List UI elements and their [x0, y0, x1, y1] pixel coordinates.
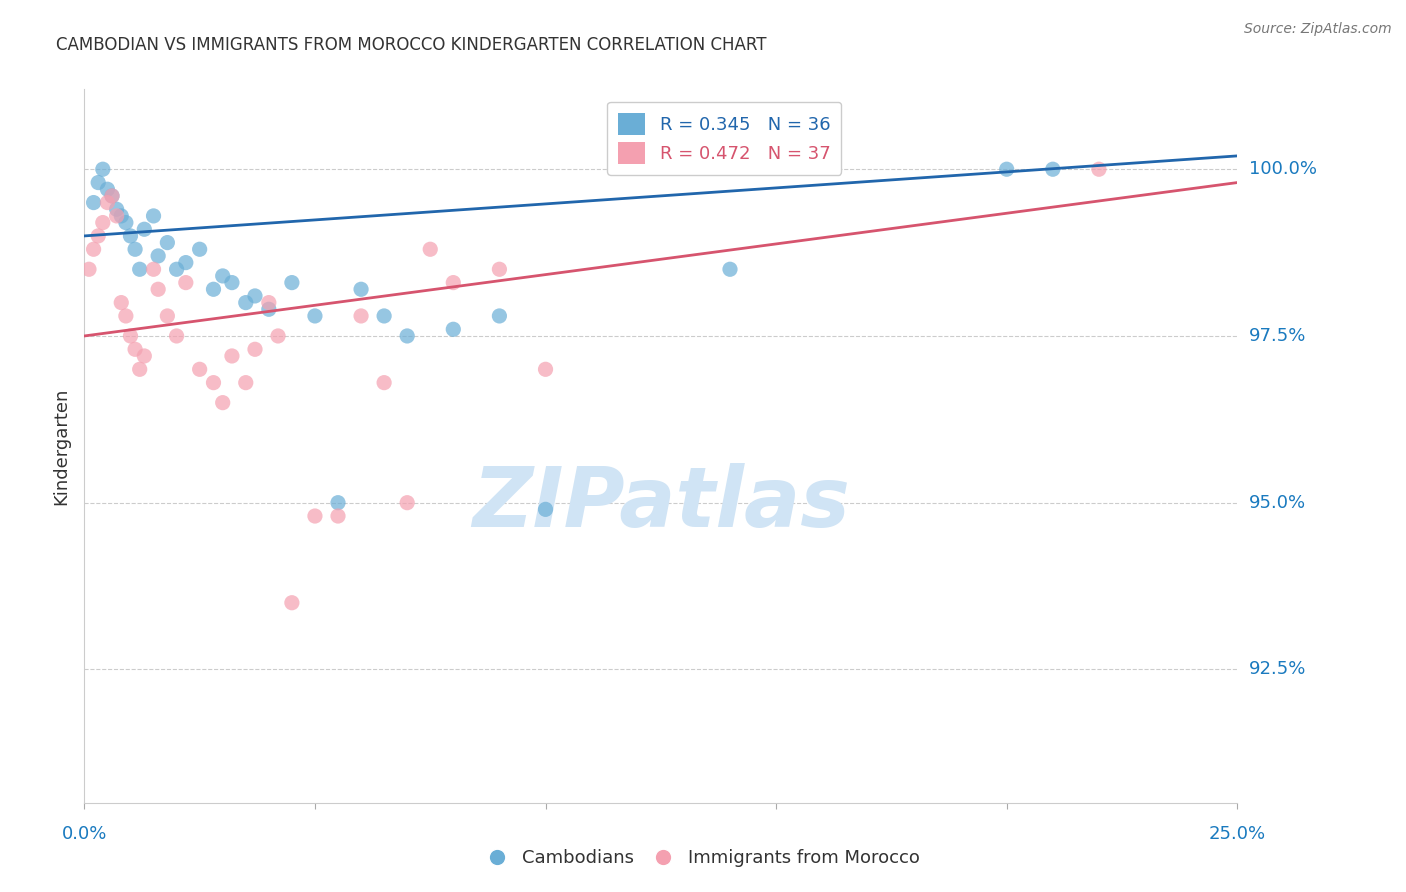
Point — [87, 228, 110, 243]
Point — [174, 276, 197, 290]
Point — [156, 309, 179, 323]
Point — [110, 295, 132, 310]
Text: 97.5%: 97.5% — [1249, 327, 1306, 345]
Point — [221, 349, 243, 363]
Point — [304, 309, 326, 323]
Point — [257, 295, 280, 310]
Point — [188, 362, 211, 376]
Point — [304, 509, 326, 524]
Point — [243, 289, 266, 303]
Point — [166, 329, 188, 343]
Point — [124, 242, 146, 256]
Point — [235, 376, 257, 390]
Point — [96, 182, 118, 196]
Point — [257, 302, 280, 317]
Point — [101, 189, 124, 203]
Point — [373, 376, 395, 390]
Point — [120, 329, 142, 343]
Text: 25.0%: 25.0% — [1209, 825, 1265, 843]
Point — [281, 276, 304, 290]
Text: Source: ZipAtlas.com: Source: ZipAtlas.com — [1244, 22, 1392, 37]
Text: 0.0%: 0.0% — [62, 825, 107, 843]
Point — [995, 162, 1018, 177]
Point — [105, 209, 128, 223]
Point — [211, 395, 233, 409]
Point — [488, 309, 510, 323]
Point — [534, 502, 557, 516]
Point — [124, 343, 146, 357]
Point — [221, 276, 243, 290]
Point — [134, 349, 156, 363]
Point — [77, 262, 100, 277]
Point — [534, 362, 557, 376]
Point — [105, 202, 128, 217]
Point — [83, 242, 105, 256]
Point — [156, 235, 179, 250]
Point — [128, 362, 150, 376]
Point — [101, 189, 124, 203]
Point — [419, 242, 441, 256]
Point — [1042, 162, 1064, 177]
Point — [326, 496, 349, 510]
Point — [120, 228, 142, 243]
Point — [146, 249, 169, 263]
Point — [174, 255, 197, 269]
Point — [115, 216, 138, 230]
Y-axis label: Kindergarten: Kindergarten — [52, 387, 70, 505]
Point — [128, 262, 150, 277]
Text: 95.0%: 95.0% — [1249, 493, 1306, 512]
Point — [96, 195, 118, 210]
Point — [235, 295, 257, 310]
Text: 100.0%: 100.0% — [1249, 161, 1317, 178]
Legend: R = 0.345   N = 36, R = 0.472   N = 37: R = 0.345 N = 36, R = 0.472 N = 37 — [607, 102, 841, 175]
Point — [91, 162, 114, 177]
Point — [166, 262, 188, 277]
Legend: Cambodians, Immigrants from Morocco: Cambodians, Immigrants from Morocco — [478, 842, 928, 874]
Point — [350, 282, 373, 296]
Point — [396, 496, 419, 510]
Point — [326, 509, 349, 524]
Point — [83, 195, 105, 210]
Point — [188, 242, 211, 256]
Point — [441, 322, 464, 336]
Point — [373, 309, 395, 323]
Point — [718, 262, 741, 277]
Text: 92.5%: 92.5% — [1249, 660, 1306, 679]
Point — [267, 329, 290, 343]
Point — [243, 343, 266, 357]
Point — [202, 376, 225, 390]
Point — [350, 309, 373, 323]
Point — [202, 282, 225, 296]
Point — [146, 282, 169, 296]
Point — [134, 222, 156, 236]
Point — [142, 262, 165, 277]
Point — [115, 309, 138, 323]
Point — [211, 268, 233, 283]
Point — [110, 209, 132, 223]
Text: CAMBODIAN VS IMMIGRANTS FROM MOROCCO KINDERGARTEN CORRELATION CHART: CAMBODIAN VS IMMIGRANTS FROM MOROCCO KIN… — [56, 36, 766, 54]
Point — [91, 216, 114, 230]
Point — [281, 596, 304, 610]
Text: ZIPatlas: ZIPatlas — [472, 463, 849, 543]
Point — [488, 262, 510, 277]
Point — [396, 329, 419, 343]
Point — [441, 276, 464, 290]
Point — [142, 209, 165, 223]
Point — [1088, 162, 1111, 177]
Point — [87, 176, 110, 190]
